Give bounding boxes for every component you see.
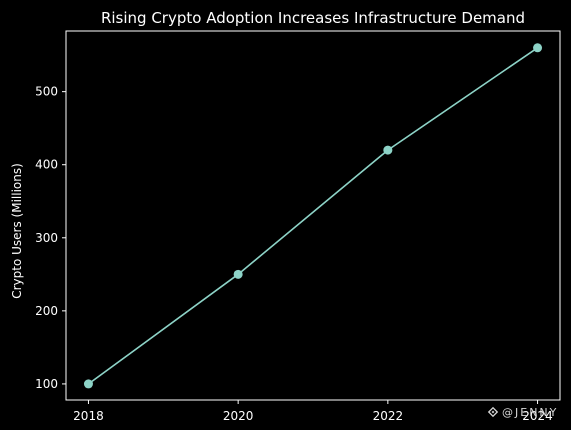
y-tick-label: 100 [35,377,58,391]
plot-frame [65,30,561,401]
x-axis: 2018 2020 2022 2024 [73,400,553,423]
data-point [83,379,93,389]
data-point [533,43,543,53]
data-point [233,269,243,279]
y-axis-label: Crypto Users (Millions) [10,163,24,299]
x-tick-label: 2022 [373,409,404,423]
y-tick-label: 400 [35,158,58,172]
y-tick-label: 300 [35,231,58,245]
series-layer [83,43,543,389]
watermark: @JENNY [487,406,558,419]
plot-area [65,30,561,401]
watermark-text: @JENNY [502,406,558,419]
x-tick-label: 2018 [73,409,104,423]
x-tick-label: 2020 [223,409,254,423]
y-tick-label: 200 [35,304,58,318]
series-line [87,47,538,385]
y-tick-label: 500 [35,85,58,99]
y-axis: 100 200 300 400 500 [35,85,66,391]
binance-logo-icon [487,406,499,418]
chart-title: Rising Crypto Adoption Increases Infrast… [101,9,525,27]
x-tick-label: 2024 [522,409,553,423]
data-point [383,145,393,155]
